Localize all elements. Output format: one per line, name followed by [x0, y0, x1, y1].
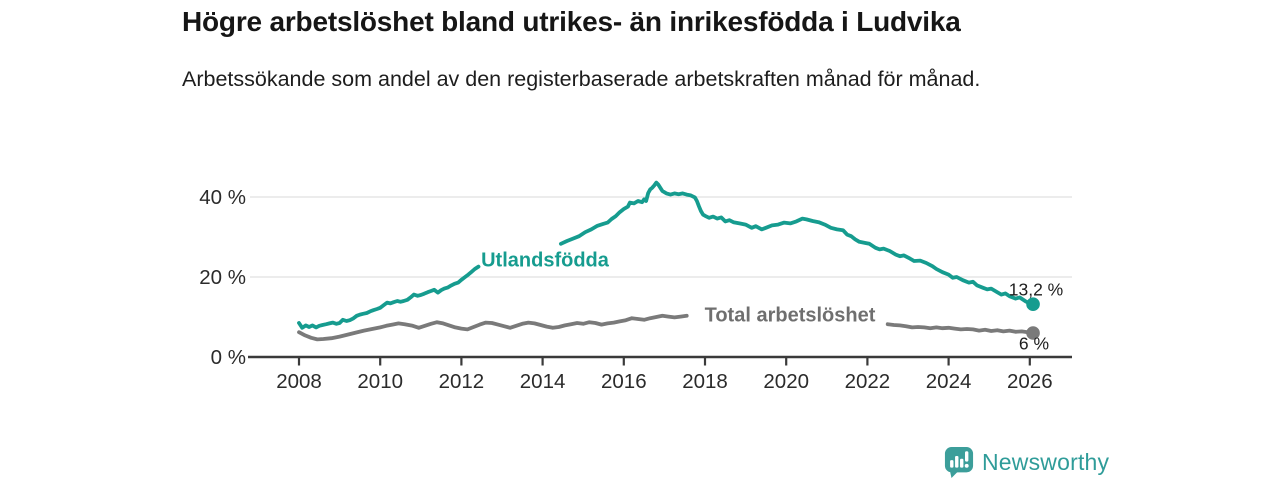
newsworthy-brand: Newsworthy: [944, 446, 1109, 479]
x-tick-label: 2010: [357, 370, 403, 393]
series-end-dot-utlandsfodda: [1026, 297, 1040, 312]
series-line-total: [297, 313, 689, 342]
page-title: Högre arbetslöshet bland utrikes- än inr…: [182, 6, 961, 37]
y-tick-label: 20 %: [199, 266, 246, 289]
x-tick-label: 2012: [439, 370, 485, 393]
newsworthy-logo-icon: [944, 447, 974, 478]
x-tick-label: 2026: [1007, 370, 1053, 393]
brand-name: Newsworthy: [982, 449, 1110, 475]
chart-subtitle: Arbetssökande som andel av den registerb…: [182, 67, 981, 91]
x-tick-label: 2014: [520, 370, 566, 393]
series-label-utlandsfodda: Utlandsfödda: [481, 249, 609, 272]
x-tick-label: 2022: [845, 370, 891, 393]
y-tick-label: 0 %: [211, 346, 246, 369]
y-tick-label: 40 %: [199, 186, 246, 209]
series-label-total-arbetsloshet: Total arbetslöshet: [704, 304, 876, 327]
x-tick-label: 2020: [763, 370, 809, 393]
series-line-utlandsfodda: [559, 180, 1035, 307]
x-tick-label: 2008: [276, 370, 322, 393]
x-tick-label: 2018: [682, 370, 728, 393]
x-tick-label: 2024: [926, 370, 972, 393]
series-line-utlandsfodda: [297, 264, 481, 330]
x-tick-label: 2016: [601, 370, 647, 393]
end-value-label-total: 6 %: [1018, 333, 1050, 354]
series-line-total: [885, 322, 1035, 335]
end-value-label-utlandsfodda: 13,2 %: [1008, 279, 1064, 300]
series-end-dot-total: [1026, 326, 1040, 340]
